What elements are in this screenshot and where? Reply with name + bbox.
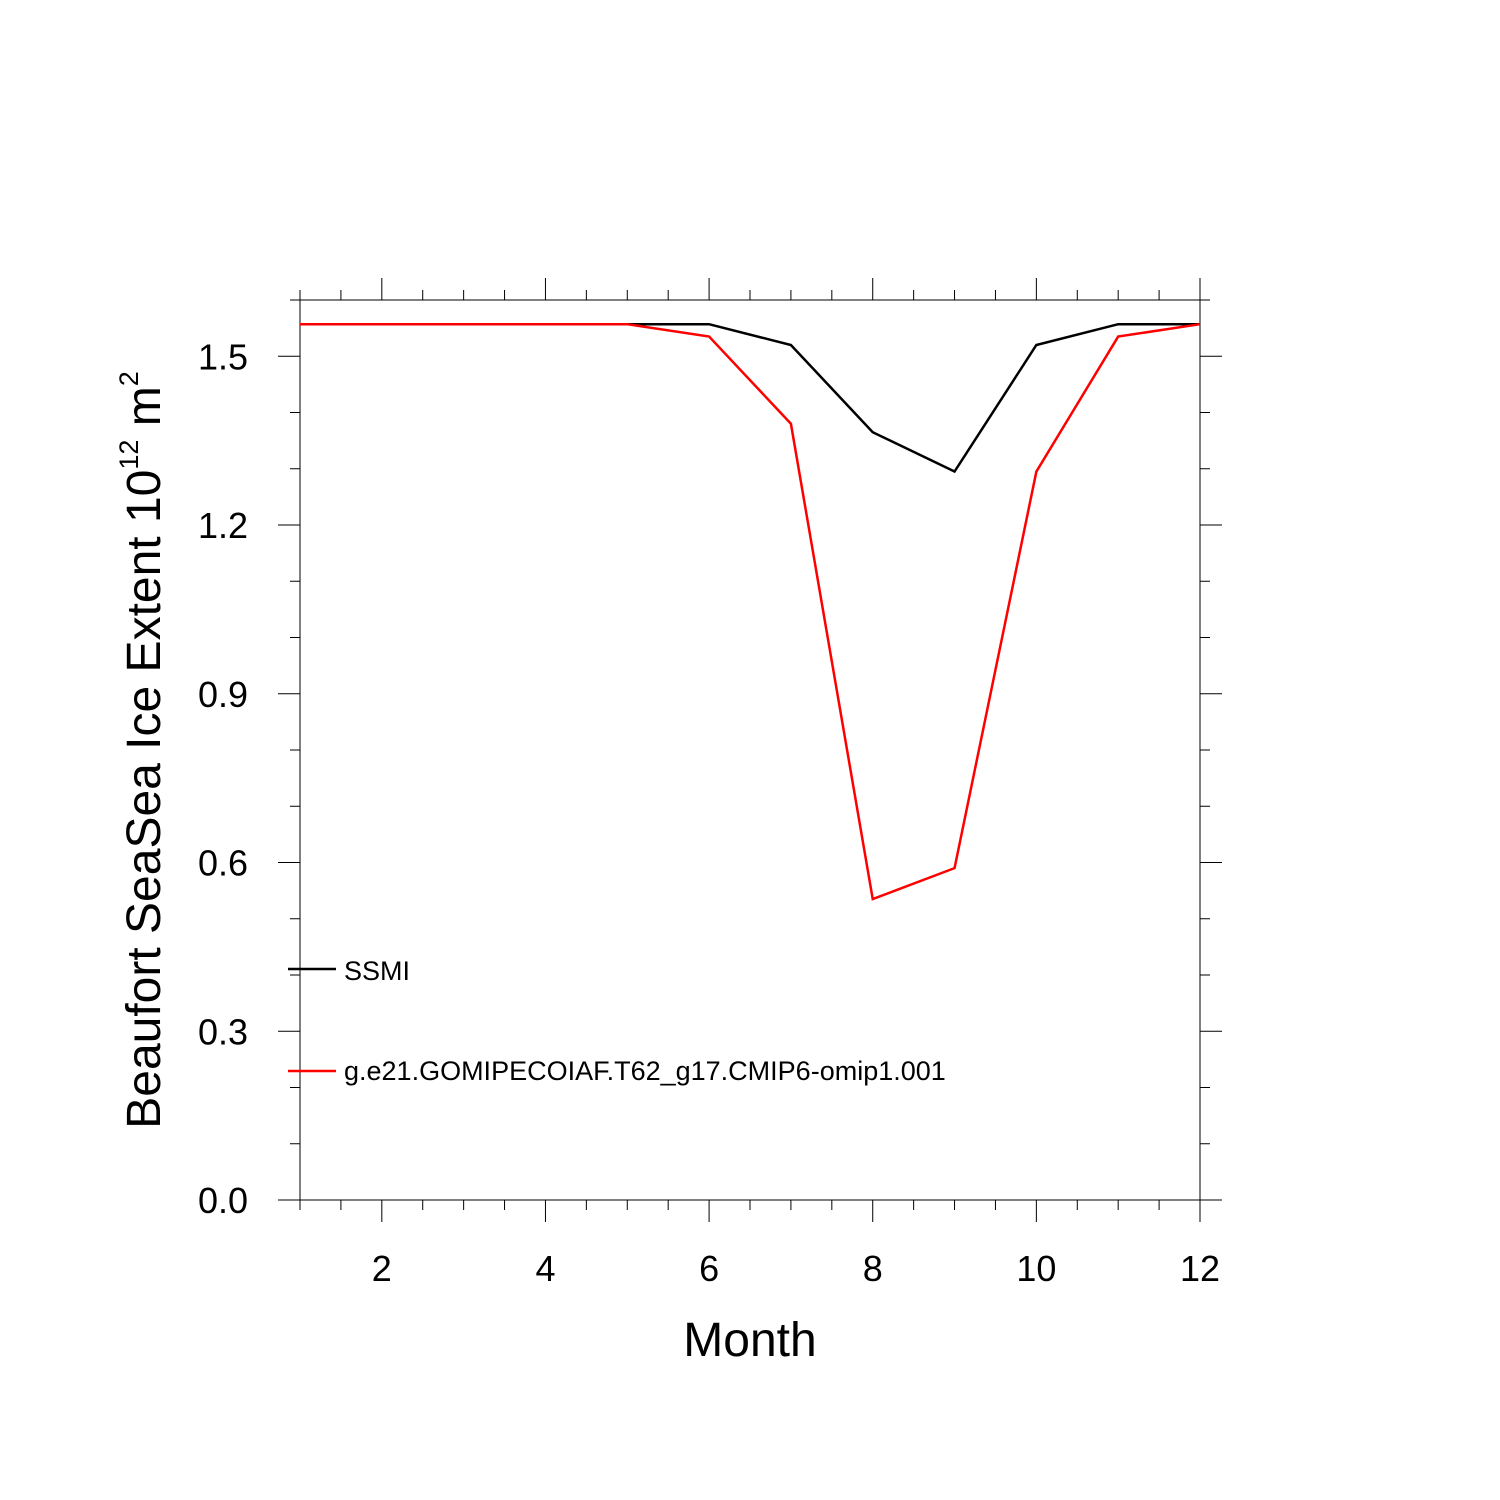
y-tick-label: 1.2 bbox=[198, 505, 248, 546]
legend-label-model: g.e21.GOMIPECOIAF.T62_g17.CMIP6-omip1.00… bbox=[344, 1056, 946, 1086]
y-tick-label: 0.3 bbox=[198, 1011, 248, 1052]
x-tick-label: 4 bbox=[535, 1248, 555, 1289]
series-lines bbox=[300, 322, 1201, 901]
y-axis-title-exp2: 2 bbox=[114, 371, 144, 386]
y-axis-title-middle: m bbox=[118, 386, 171, 439]
y-axis-title-exp1: 12 bbox=[114, 440, 144, 470]
x-axis-title: Month bbox=[683, 1314, 816, 1367]
x-tick-label: 6 bbox=[699, 1248, 719, 1289]
y-tick-label: 0.0 bbox=[198, 1180, 248, 1221]
x-tick-label: 8 bbox=[863, 1248, 883, 1289]
x-tick-label: 2 bbox=[372, 1248, 392, 1289]
legend: SSMI g.e21.GOMIPECOIAF.T62_g17.CMIP6-omi… bbox=[288, 956, 946, 1086]
legend-label-ssmi: SSMI bbox=[344, 956, 410, 986]
y-tick-label: 1.5 bbox=[198, 336, 248, 377]
y-tick-label: 0.6 bbox=[198, 843, 248, 884]
tick-labels: 2 4 6 8 10 12 0.0 0.3 0.6 0.9 1.2 1.5 bbox=[198, 336, 1220, 1289]
y-tick-label: 0.9 bbox=[198, 674, 248, 715]
series-line-model bbox=[300, 322, 1201, 901]
y-axis-title: Beaufort SeaSea Ice Extent 1012 m2 bbox=[114, 371, 171, 1129]
y-axis-title-prefix: Beaufort SeaSea Ice Extent 10 bbox=[118, 470, 171, 1129]
axis-ticks bbox=[278, 278, 1222, 1222]
x-tick-label: 12 bbox=[1180, 1248, 1220, 1289]
series-line-ssmi bbox=[300, 322, 1200, 474]
x-tick-label: 10 bbox=[1016, 1248, 1056, 1289]
